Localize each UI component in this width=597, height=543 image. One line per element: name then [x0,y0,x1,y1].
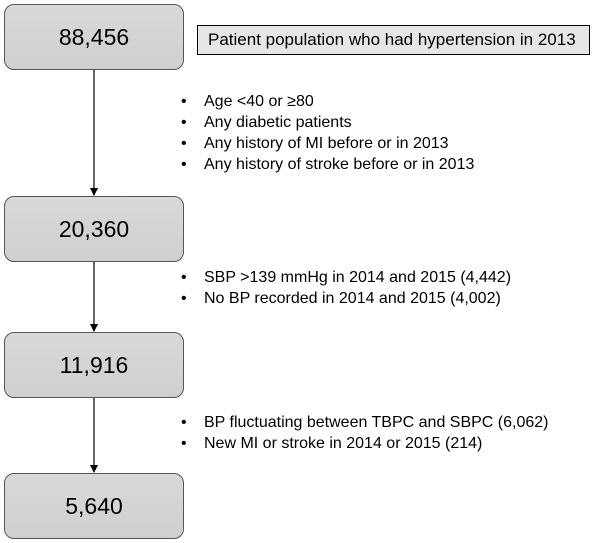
exclusion-item: Any history of MI before or in 2013 [178,133,474,154]
step-box-3: 11,916 [4,332,184,398]
step-value-2: 20,360 [58,215,130,242]
exclusion-item: Any diabetic patients [178,112,474,133]
exclusion-list-2: SBP >139 mmHg in 2014 and 2015 (4,442) N… [178,267,511,309]
exclusion-item: No BP recorded in 2014 and 2015 (4,002) [178,288,511,309]
exclusion-item: Age <40 or ≥80 [178,91,474,112]
exclusion-item: Any history of stroke before or in 2013 [178,154,474,175]
step-value-initial: 88,456 [58,23,130,50]
initial-population-label: Patient population who had hypertension … [197,25,590,55]
step-box-2: 20,360 [4,196,184,262]
exclusion-item: New MI or stroke in 2014 or 2015 (214) [178,433,549,454]
step-box-final: 5,640 [4,473,184,539]
step-box-initial: 88,456 [4,4,184,70]
exclusion-item: BP fluctuating between TBPC and SBPC (6,… [178,412,549,433]
exclusion-list-1: Age <40 or ≥80 Any diabetic patients Any… [178,91,474,175]
exclusion-item: SBP >139 mmHg in 2014 and 2015 (4,442) [178,267,511,288]
step-value-final: 5,640 [65,492,123,519]
step-value-3: 11,916 [59,351,129,378]
exclusion-list-3: BP fluctuating between TBPC and SBPC (6,… [178,412,549,454]
